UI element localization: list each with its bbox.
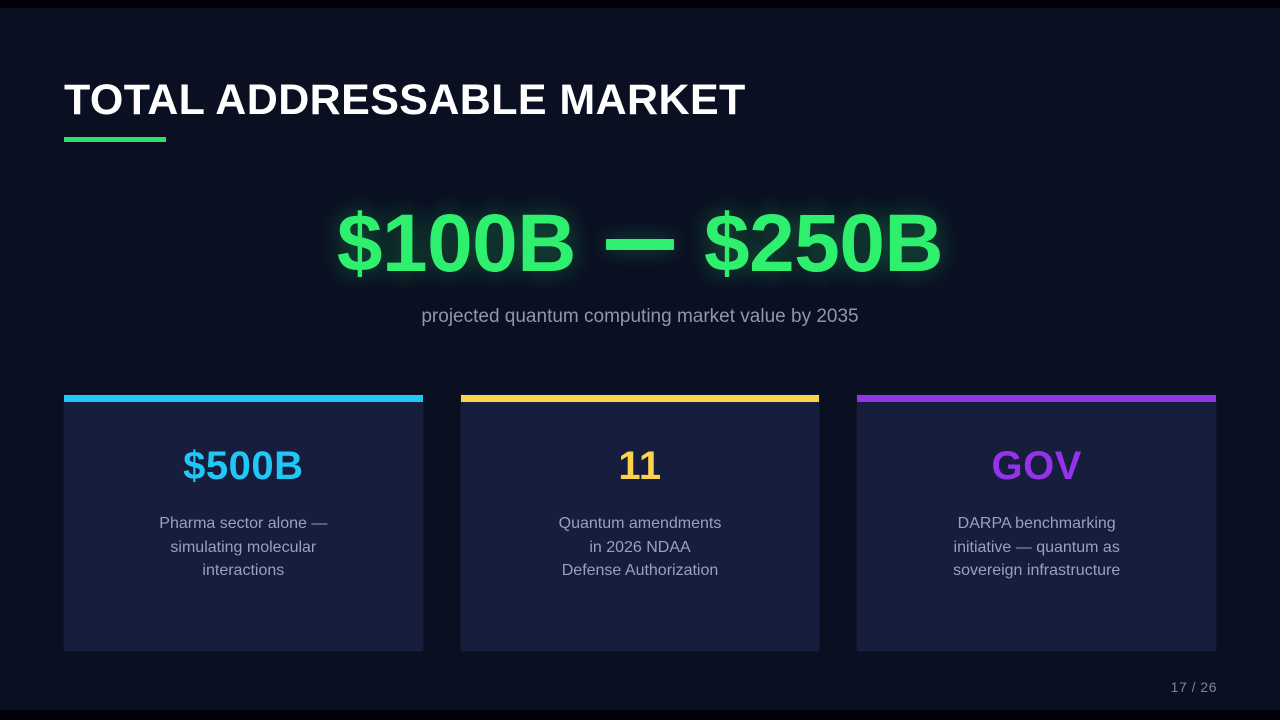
hero-subtitle: projected quantum computing market value… — [421, 306, 859, 327]
hero-statistic: $100B $250B projected quantum computing … — [0, 196, 1280, 330]
stat-card-body: GOV DARPA benchmarking initiative — quan… — [857, 402, 1216, 651]
hero-range-dash-icon — [606, 238, 674, 250]
stat-card-accent-bar — [460, 395, 820, 402]
stat-card-body: 11 Quantum amendments in 2026 NDAA Defen… — [461, 402, 820, 651]
letterbox-top — [0, 0, 1280, 8]
stat-card-gov: GOV DARPA benchmarking initiative — quan… — [857, 395, 1217, 651]
stat-card-value: $500B — [183, 444, 304, 488]
stat-card-accent-bar — [64, 395, 423, 402]
stat-card-value: GOV — [991, 444, 1082, 488]
page-title: TOTAL ADDRESSABLE MARKET — [64, 76, 746, 124]
page-indicator: 17 / 26 — [1170, 679, 1217, 695]
stat-card-value: 11 — [618, 444, 662, 488]
letterbox-bottom — [0, 710, 1280, 720]
stat-card-accent-bar — [857, 395, 1217, 402]
stat-card-list: $500B Pharma sector alone — simulating m… — [64, 395, 1217, 651]
title-accent-rule — [64, 137, 166, 142]
title-block: TOTAL ADDRESSABLE MARKET — [64, 74, 746, 142]
stat-card-ndaa: 11 Quantum amendments in 2026 NDAA Defen… — [460, 395, 820, 651]
stat-card-description: Pharma sector alone — simulating molecul… — [159, 515, 328, 579]
hero-value-right: $250B — [704, 198, 944, 289]
hero-value-row: $100B $250B — [336, 196, 944, 292]
stat-card-description: Quantum amendments in 2026 NDAA Defense … — [558, 515, 722, 579]
stat-card-pharma: $500B Pharma sector alone — simulating m… — [64, 395, 423, 651]
hero-value-left: $100B — [336, 198, 577, 289]
stat-card-body: $500B Pharma sector alone — simulating m… — [64, 402, 423, 651]
stat-card-description: DARPA benchmarking initiative — quantum … — [953, 515, 1121, 579]
